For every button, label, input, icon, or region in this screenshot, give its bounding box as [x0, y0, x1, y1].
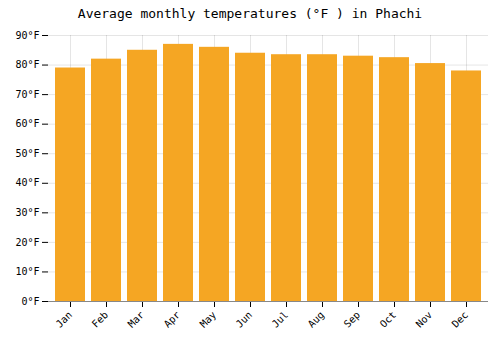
svg-text:Feb: Feb [90, 309, 111, 330]
svg-text:60°F: 60°F [15, 118, 39, 129]
svg-text:0°F: 0°F [21, 296, 39, 307]
svg-text:10°F: 10°F [15, 266, 39, 277]
svg-text:50°F: 50°F [15, 148, 39, 159]
svg-text:Aug: Aug [306, 309, 327, 330]
svg-text:Dec: Dec [450, 309, 471, 330]
svg-text:90°F: 90°F [15, 30, 39, 41]
svg-text:Jul: Jul [270, 309, 291, 330]
svg-text:Jan: Jan [54, 309, 75, 330]
svg-text:70°F: 70°F [15, 89, 39, 100]
svg-text:May: May [198, 309, 219, 330]
svg-text:Sep: Sep [342, 309, 363, 330]
svg-text:40°F: 40°F [15, 177, 39, 188]
svg-text:Mar: Mar [126, 309, 147, 330]
svg-text:30°F: 30°F [15, 207, 39, 218]
html-text:Average monthly temperatures (: Average monthly temperatures (°F ) in Ph… [77, 6, 423, 21]
svg-text:Nov: Nov [414, 309, 435, 330]
svg-text:Oct: Oct [378, 309, 399, 330]
svg-text:20°F: 20°F [15, 237, 39, 248]
svg-text:80°F: 80°F [15, 59, 39, 70]
svg-text:Jun: Jun [234, 309, 255, 330]
svg-text:Apr: Apr [162, 309, 183, 330]
